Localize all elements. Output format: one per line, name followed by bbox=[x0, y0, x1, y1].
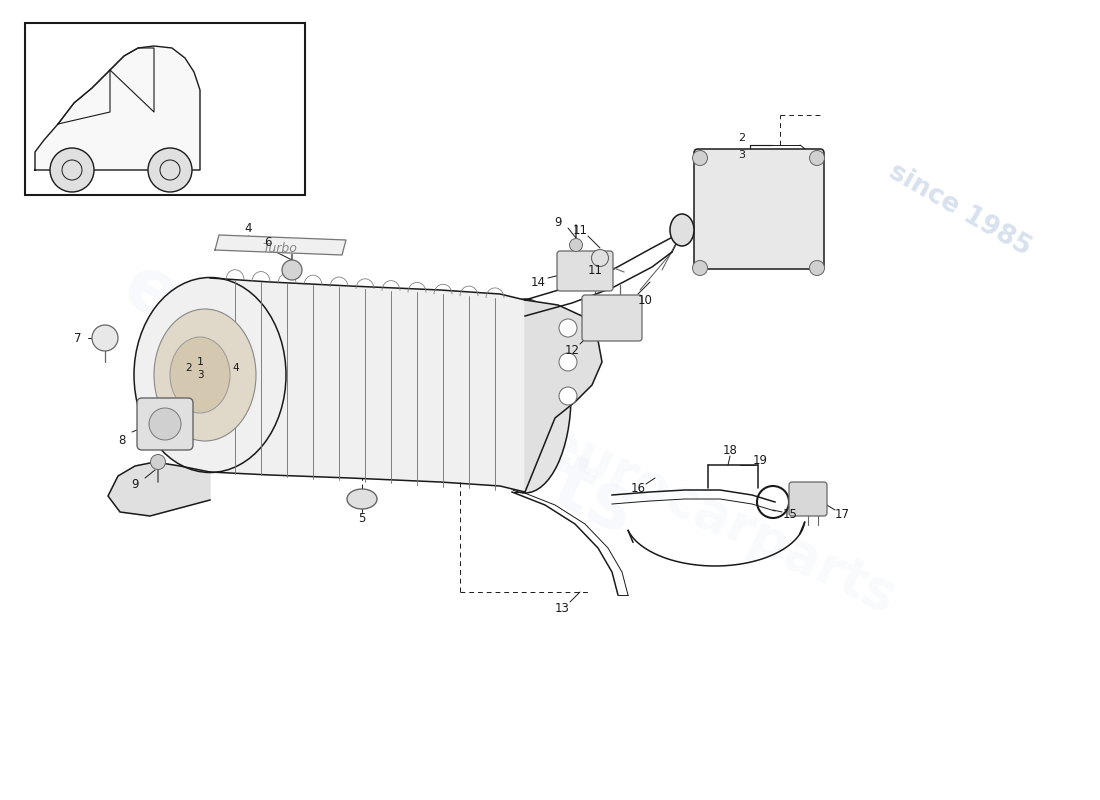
Circle shape bbox=[570, 238, 583, 251]
Circle shape bbox=[693, 261, 707, 275]
Polygon shape bbox=[525, 300, 602, 492]
Polygon shape bbox=[210, 278, 525, 492]
Bar bbox=[25, 23, 305, 195]
Text: 13: 13 bbox=[554, 602, 570, 614]
Text: 3: 3 bbox=[197, 370, 204, 380]
Text: 16: 16 bbox=[630, 482, 646, 494]
Polygon shape bbox=[214, 235, 346, 255]
Circle shape bbox=[559, 353, 578, 371]
Text: eurocarparts: eurocarparts bbox=[112, 249, 648, 551]
FancyBboxPatch shape bbox=[138, 398, 192, 450]
Circle shape bbox=[92, 325, 118, 351]
Ellipse shape bbox=[134, 278, 286, 473]
Ellipse shape bbox=[478, 299, 571, 493]
Text: 8: 8 bbox=[119, 434, 125, 446]
Polygon shape bbox=[35, 46, 200, 170]
Text: 17: 17 bbox=[835, 507, 849, 521]
Ellipse shape bbox=[154, 309, 256, 441]
Circle shape bbox=[559, 387, 578, 405]
Circle shape bbox=[810, 150, 825, 166]
Text: 2: 2 bbox=[186, 363, 192, 373]
FancyBboxPatch shape bbox=[789, 482, 827, 516]
Text: 18: 18 bbox=[723, 443, 737, 457]
Circle shape bbox=[148, 408, 182, 440]
Circle shape bbox=[50, 148, 94, 192]
Text: 5: 5 bbox=[359, 511, 365, 525]
Text: 12: 12 bbox=[564, 343, 580, 357]
Text: 10: 10 bbox=[638, 294, 652, 306]
Circle shape bbox=[693, 150, 707, 166]
Text: Turbo: Turbo bbox=[263, 242, 297, 254]
Text: 3: 3 bbox=[738, 150, 746, 160]
Text: 7: 7 bbox=[75, 331, 81, 345]
Text: 11: 11 bbox=[587, 263, 603, 277]
Text: since 1985: since 1985 bbox=[884, 158, 1036, 262]
Circle shape bbox=[810, 261, 825, 275]
Text: eurocarparts: eurocarparts bbox=[535, 415, 905, 625]
Circle shape bbox=[151, 454, 165, 470]
Text: 4: 4 bbox=[244, 222, 252, 234]
Ellipse shape bbox=[170, 337, 230, 413]
Text: 11: 11 bbox=[572, 223, 587, 237]
Text: 4: 4 bbox=[232, 363, 239, 373]
Text: 9: 9 bbox=[554, 215, 562, 229]
Text: 1: 1 bbox=[197, 357, 204, 367]
Text: 6: 6 bbox=[264, 235, 272, 249]
Circle shape bbox=[282, 260, 303, 280]
Ellipse shape bbox=[346, 489, 377, 509]
Circle shape bbox=[559, 319, 578, 337]
Circle shape bbox=[148, 148, 192, 192]
Text: 14: 14 bbox=[530, 275, 546, 289]
Polygon shape bbox=[108, 462, 210, 516]
FancyBboxPatch shape bbox=[557, 251, 613, 291]
Ellipse shape bbox=[670, 214, 694, 246]
Text: 15: 15 bbox=[782, 509, 797, 522]
Text: 19: 19 bbox=[752, 454, 768, 466]
Text: 2: 2 bbox=[738, 133, 746, 143]
Circle shape bbox=[592, 250, 608, 266]
Text: 9: 9 bbox=[131, 478, 139, 490]
FancyBboxPatch shape bbox=[694, 149, 824, 269]
FancyBboxPatch shape bbox=[582, 295, 642, 341]
